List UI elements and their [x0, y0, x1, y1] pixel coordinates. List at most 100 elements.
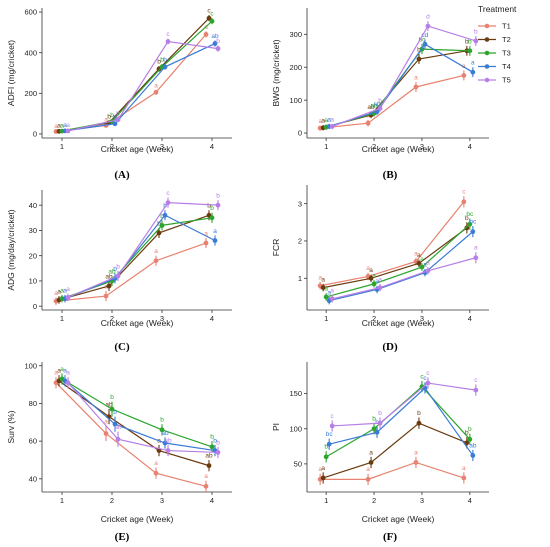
- significance-letter: a: [57, 289, 61, 296]
- significance-letter: bc: [469, 219, 477, 226]
- significance-letter: a: [154, 82, 158, 89]
- series-line: [329, 231, 474, 302]
- legend-label-t4: T4: [502, 62, 511, 71]
- significance-letter: a: [204, 473, 208, 480]
- significance-letter: a: [154, 460, 158, 467]
- x-tick-label: 1: [324, 314, 328, 323]
- significance-letter: a: [372, 273, 376, 280]
- significance-letter: a: [54, 290, 58, 297]
- y-axis-title: BWG (mg/cricket): [271, 39, 281, 106]
- significance-letter: c: [426, 370, 430, 377]
- data-point: [106, 283, 112, 289]
- y-tick-label: 3: [298, 199, 302, 208]
- significance-letter: b: [216, 193, 220, 200]
- x-tick-label: 1: [60, 142, 64, 151]
- significance-letter: b: [160, 57, 164, 64]
- x-tick-label: 1: [324, 496, 328, 505]
- significance-letter: b: [110, 394, 114, 401]
- significance-letter: a: [66, 370, 70, 377]
- data-point: [162, 212, 168, 218]
- significance-letter: b: [468, 426, 472, 433]
- panel-label: (F): [383, 531, 397, 543]
- significance-letter: a: [369, 449, 373, 456]
- data-point: [470, 69, 476, 75]
- x-tick-label: 1: [324, 142, 328, 151]
- data-point: [467, 436, 473, 442]
- data-point: [422, 41, 428, 47]
- data-point: [162, 440, 168, 446]
- x-tick-label: 3: [420, 314, 424, 323]
- series-line: [67, 40, 219, 132]
- data-point: [371, 281, 377, 287]
- data-point: [368, 275, 374, 281]
- significance-letter: b: [116, 111, 120, 118]
- y-tick-label: 200: [289, 63, 302, 72]
- significance-letter: ab: [114, 424, 122, 431]
- y-tick-label: 1: [298, 274, 302, 283]
- x-axis-title: Cricket age (Week): [362, 144, 435, 154]
- significance-letter: b: [207, 203, 211, 210]
- significance-letter: b: [465, 430, 469, 437]
- panel-label: (A): [114, 169, 130, 181]
- data-point: [153, 258, 159, 264]
- data-point: [329, 296, 335, 302]
- data-point: [326, 441, 332, 447]
- data-point: [329, 124, 335, 129]
- y-tick-label: 100: [289, 96, 302, 105]
- y-tick-label: 80: [29, 399, 37, 408]
- legend-label-t2: T2: [502, 35, 511, 44]
- x-tick-label: 2: [110, 496, 114, 505]
- data-point: [203, 32, 209, 37]
- significance-letter: a: [375, 278, 379, 285]
- significance-letter: c: [331, 413, 335, 420]
- legend-marker-t5: [484, 77, 490, 83]
- data-point: [103, 293, 109, 299]
- significance-letter: b: [113, 409, 117, 416]
- panel-2: 0 100 200 300 1 2 3 4 Cricket age (Week) BWG (mg/…: [271, 8, 489, 181]
- x-tick-label: 4: [468, 496, 472, 505]
- significance-letter: b: [116, 263, 120, 270]
- y-tick-label: 200: [24, 89, 37, 98]
- y-tick-label: 50: [294, 459, 302, 468]
- significance-letter: c: [210, 11, 214, 18]
- series-line: [58, 17, 210, 132]
- x-tick-label: 3: [160, 314, 164, 323]
- legend-title: Treatment: [478, 4, 517, 14]
- data-point: [323, 294, 329, 300]
- legend-entries: T1 T2 T3 T4 T5: [478, 22, 511, 85]
- y-tick-label: 30: [29, 226, 37, 235]
- data-point: [212, 238, 218, 243]
- data-point: [461, 475, 467, 481]
- significance-letter: c: [423, 375, 427, 382]
- significance-letter: b: [160, 213, 164, 220]
- series-line: [58, 380, 210, 467]
- data-point: [473, 38, 479, 44]
- significance-letter: a: [63, 122, 67, 129]
- panel-label: (B): [383, 169, 398, 181]
- data-point: [416, 260, 422, 266]
- data-point: [206, 463, 212, 469]
- y-tick-label: 10: [29, 277, 37, 286]
- significance-letter: c: [462, 189, 466, 196]
- x-tick-label: 2: [110, 314, 114, 323]
- significance-letter: d: [426, 14, 430, 21]
- series-line: [64, 214, 216, 300]
- y-tick-label: 40: [29, 474, 37, 483]
- series-line: [320, 74, 464, 129]
- significance-letter: b: [213, 437, 217, 444]
- data-point: [103, 431, 109, 436]
- data-point: [153, 470, 159, 476]
- data-point: [467, 221, 473, 227]
- y-axis-title: PI: [271, 423, 281, 431]
- significance-letter: a: [417, 252, 421, 259]
- significance-letter: bc: [419, 37, 427, 44]
- significance-letter: b: [465, 38, 469, 45]
- x-tick-label: 4: [210, 314, 214, 323]
- significance-letter: b: [110, 112, 114, 119]
- significance-letter: c: [166, 31, 170, 38]
